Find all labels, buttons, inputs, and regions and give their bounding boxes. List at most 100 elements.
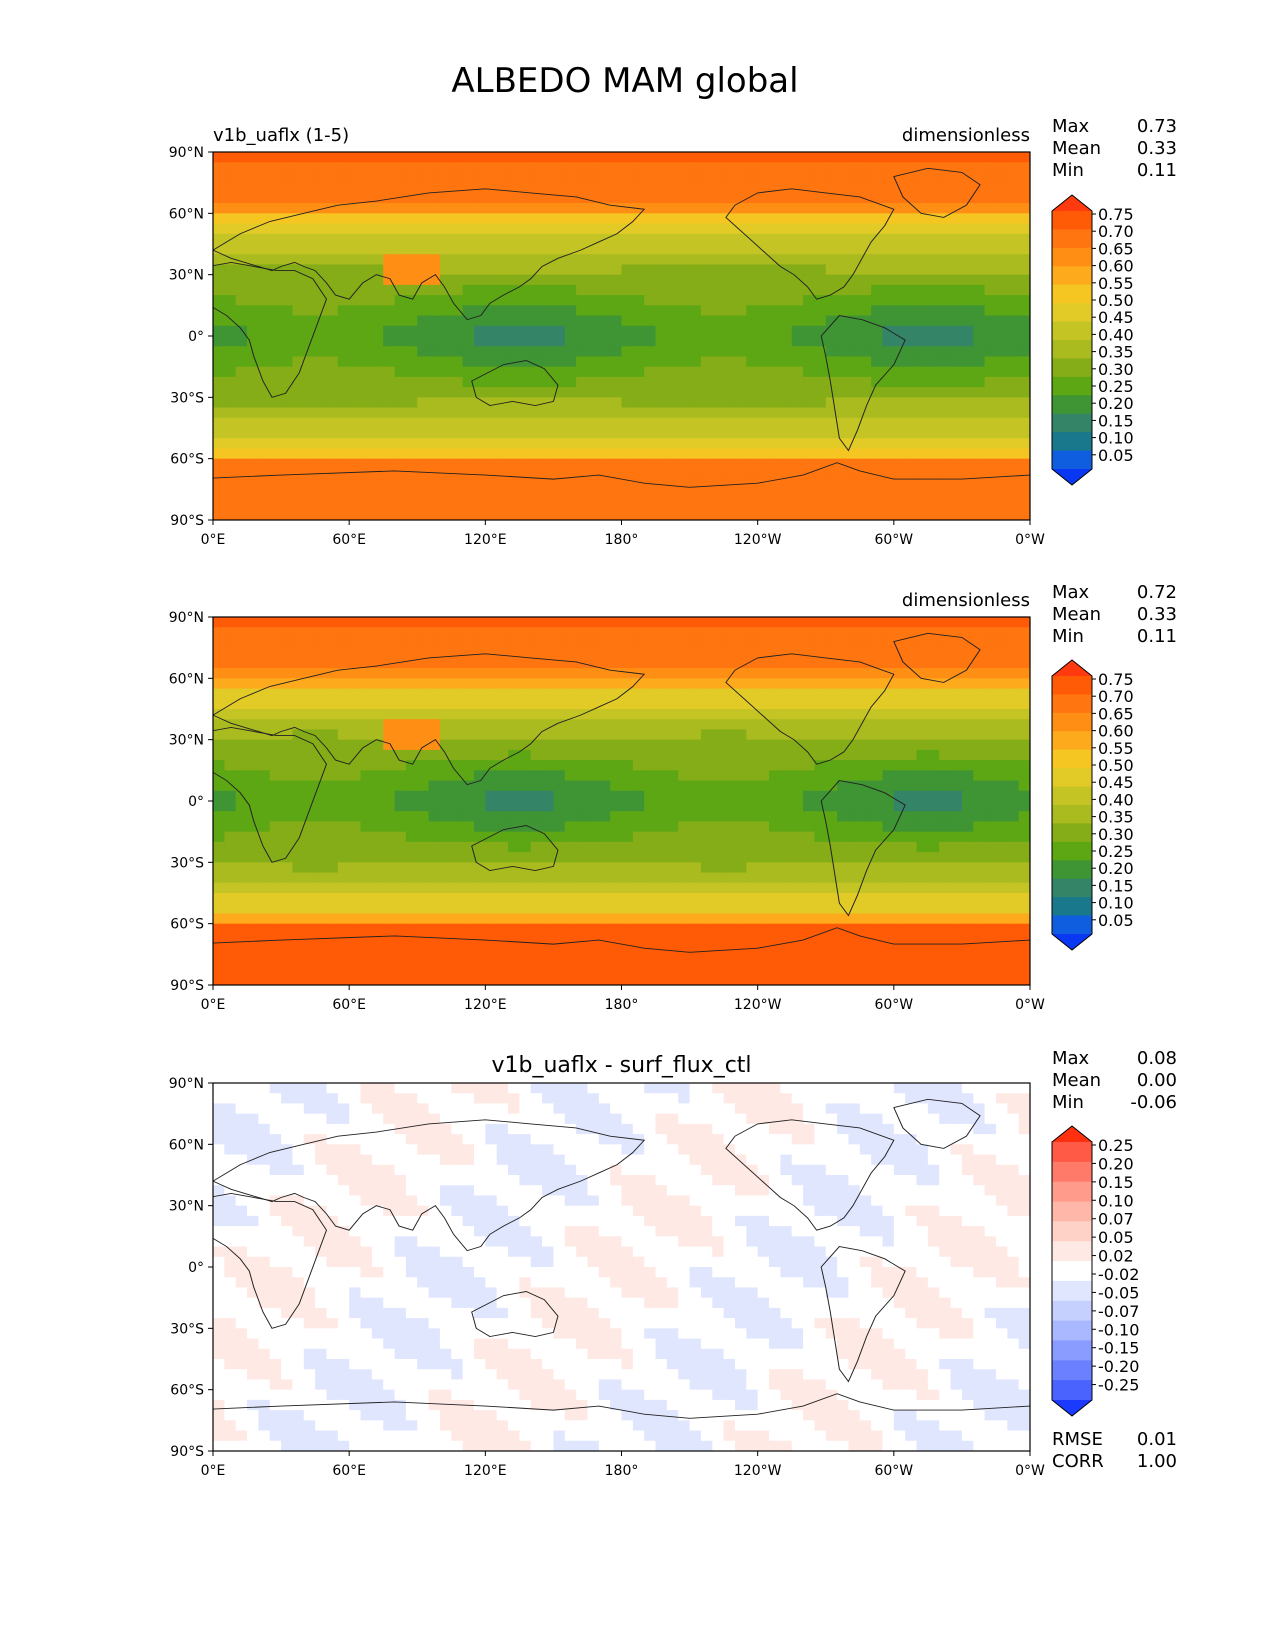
grid-cell bbox=[734, 882, 747, 894]
grid-cell bbox=[621, 923, 634, 935]
grid-cell bbox=[405, 233, 418, 245]
grid-cell bbox=[678, 657, 691, 669]
grid-cell bbox=[961, 346, 974, 358]
grid-cell bbox=[224, 162, 237, 174]
grid-cell bbox=[428, 458, 441, 470]
grid-cell bbox=[610, 479, 623, 490]
grid-cell bbox=[848, 468, 861, 480]
grid-cell bbox=[553, 678, 566, 690]
grid-cell bbox=[837, 668, 850, 679]
grid-cell bbox=[587, 295, 600, 306]
lat-tick-label: 90°N bbox=[169, 145, 204, 161]
grid-cell bbox=[678, 499, 691, 511]
grid-cell bbox=[882, 499, 895, 511]
grid-cell bbox=[621, 688, 634, 700]
grid-cell bbox=[950, 152, 963, 163]
grid-cell bbox=[803, 274, 816, 286]
grid-cell bbox=[916, 903, 929, 915]
grid-cell bbox=[553, 254, 566, 266]
grid-cell bbox=[984, 438, 997, 450]
colorbar-tick-label: 0.55 bbox=[1098, 274, 1134, 293]
grid-cell bbox=[689, 284, 702, 296]
grid-cell bbox=[916, 499, 929, 511]
grid-cell bbox=[1007, 458, 1020, 470]
grid-cell bbox=[213, 657, 225, 669]
grid-cell bbox=[848, 882, 861, 894]
grid-cell bbox=[576, 729, 589, 741]
grid-cell bbox=[269, 458, 282, 470]
grid-cell bbox=[508, 913, 520, 925]
grid-cell bbox=[780, 458, 793, 470]
grid-cell bbox=[712, 172, 725, 184]
grid-cell bbox=[666, 315, 679, 327]
grid-cell bbox=[303, 162, 316, 174]
grid-cell bbox=[995, 468, 1008, 480]
grid-cell bbox=[213, 182, 225, 194]
grid-cell bbox=[598, 458, 611, 470]
grid-cell bbox=[383, 923, 396, 935]
colorbar-extend-bottom bbox=[1052, 469, 1092, 485]
grid-cell bbox=[712, 468, 725, 480]
grid-cell bbox=[666, 397, 679, 409]
grid-cell bbox=[496, 893, 509, 904]
grid-cell bbox=[519, 417, 532, 429]
grid-cell bbox=[576, 264, 589, 276]
grid-cell bbox=[803, 923, 816, 935]
grid-cell bbox=[394, 913, 407, 925]
grid-cell bbox=[803, 428, 816, 439]
grid-cell bbox=[621, 448, 634, 460]
grid-cell bbox=[757, 274, 770, 286]
grid-cell bbox=[984, 647, 997, 659]
grid-cell bbox=[621, 213, 634, 225]
grid-cell bbox=[825, 254, 838, 266]
grid-cell bbox=[462, 841, 475, 853]
grid-cell bbox=[235, 923, 248, 935]
grid-cell bbox=[734, 213, 747, 225]
grid-cell bbox=[905, 315, 918, 327]
grid-cell bbox=[610, 438, 623, 450]
grid-cell bbox=[757, 366, 770, 378]
grid-cell bbox=[746, 468, 759, 480]
grid-cell bbox=[678, 162, 691, 174]
grid-cell bbox=[383, 376, 396, 388]
grid-cell bbox=[496, 637, 509, 649]
grid-cell bbox=[281, 305, 294, 317]
figure-title: ALBEDO MAM global bbox=[451, 61, 798, 101]
grid-cell bbox=[269, 852, 282, 863]
grid-cell bbox=[973, 315, 986, 327]
grid-cell bbox=[542, 417, 555, 429]
grid-cell bbox=[984, 284, 997, 296]
grid-cell bbox=[485, 760, 498, 771]
grid-cell bbox=[621, 387, 634, 398]
grid-cell bbox=[1007, 770, 1020, 782]
grid-cell bbox=[235, 760, 248, 771]
grid-cell bbox=[825, 801, 838, 812]
grid-cell bbox=[973, 274, 986, 286]
grid-cell bbox=[360, 397, 373, 409]
grid-cell bbox=[848, 913, 861, 925]
grid-cell bbox=[405, 893, 418, 904]
grid-cell bbox=[598, 325, 611, 337]
grid-cell bbox=[927, 770, 940, 782]
grid-cell bbox=[235, 223, 248, 235]
grid-cell bbox=[746, 882, 759, 894]
grid-cell bbox=[439, 448, 452, 460]
grid-cell bbox=[258, 893, 271, 904]
grid-cell bbox=[927, 152, 940, 163]
grid-cell bbox=[893, 780, 906, 792]
grid-cell bbox=[417, 295, 430, 306]
grid-cell bbox=[315, 438, 328, 450]
grid-cell bbox=[428, 366, 441, 378]
grid-cell bbox=[916, 244, 929, 255]
grid-cell bbox=[871, 688, 884, 700]
grid-cell bbox=[610, 841, 623, 853]
grid-cell bbox=[247, 688, 259, 700]
grid-cell bbox=[360, 627, 373, 639]
grid-cell bbox=[973, 770, 986, 782]
grid-cell bbox=[780, 862, 793, 874]
grid-cell bbox=[496, 903, 509, 915]
grid-cell bbox=[746, 458, 759, 470]
grid-cell bbox=[530, 719, 543, 731]
grid-cell bbox=[292, 688, 305, 700]
grid-cell bbox=[780, 244, 793, 255]
